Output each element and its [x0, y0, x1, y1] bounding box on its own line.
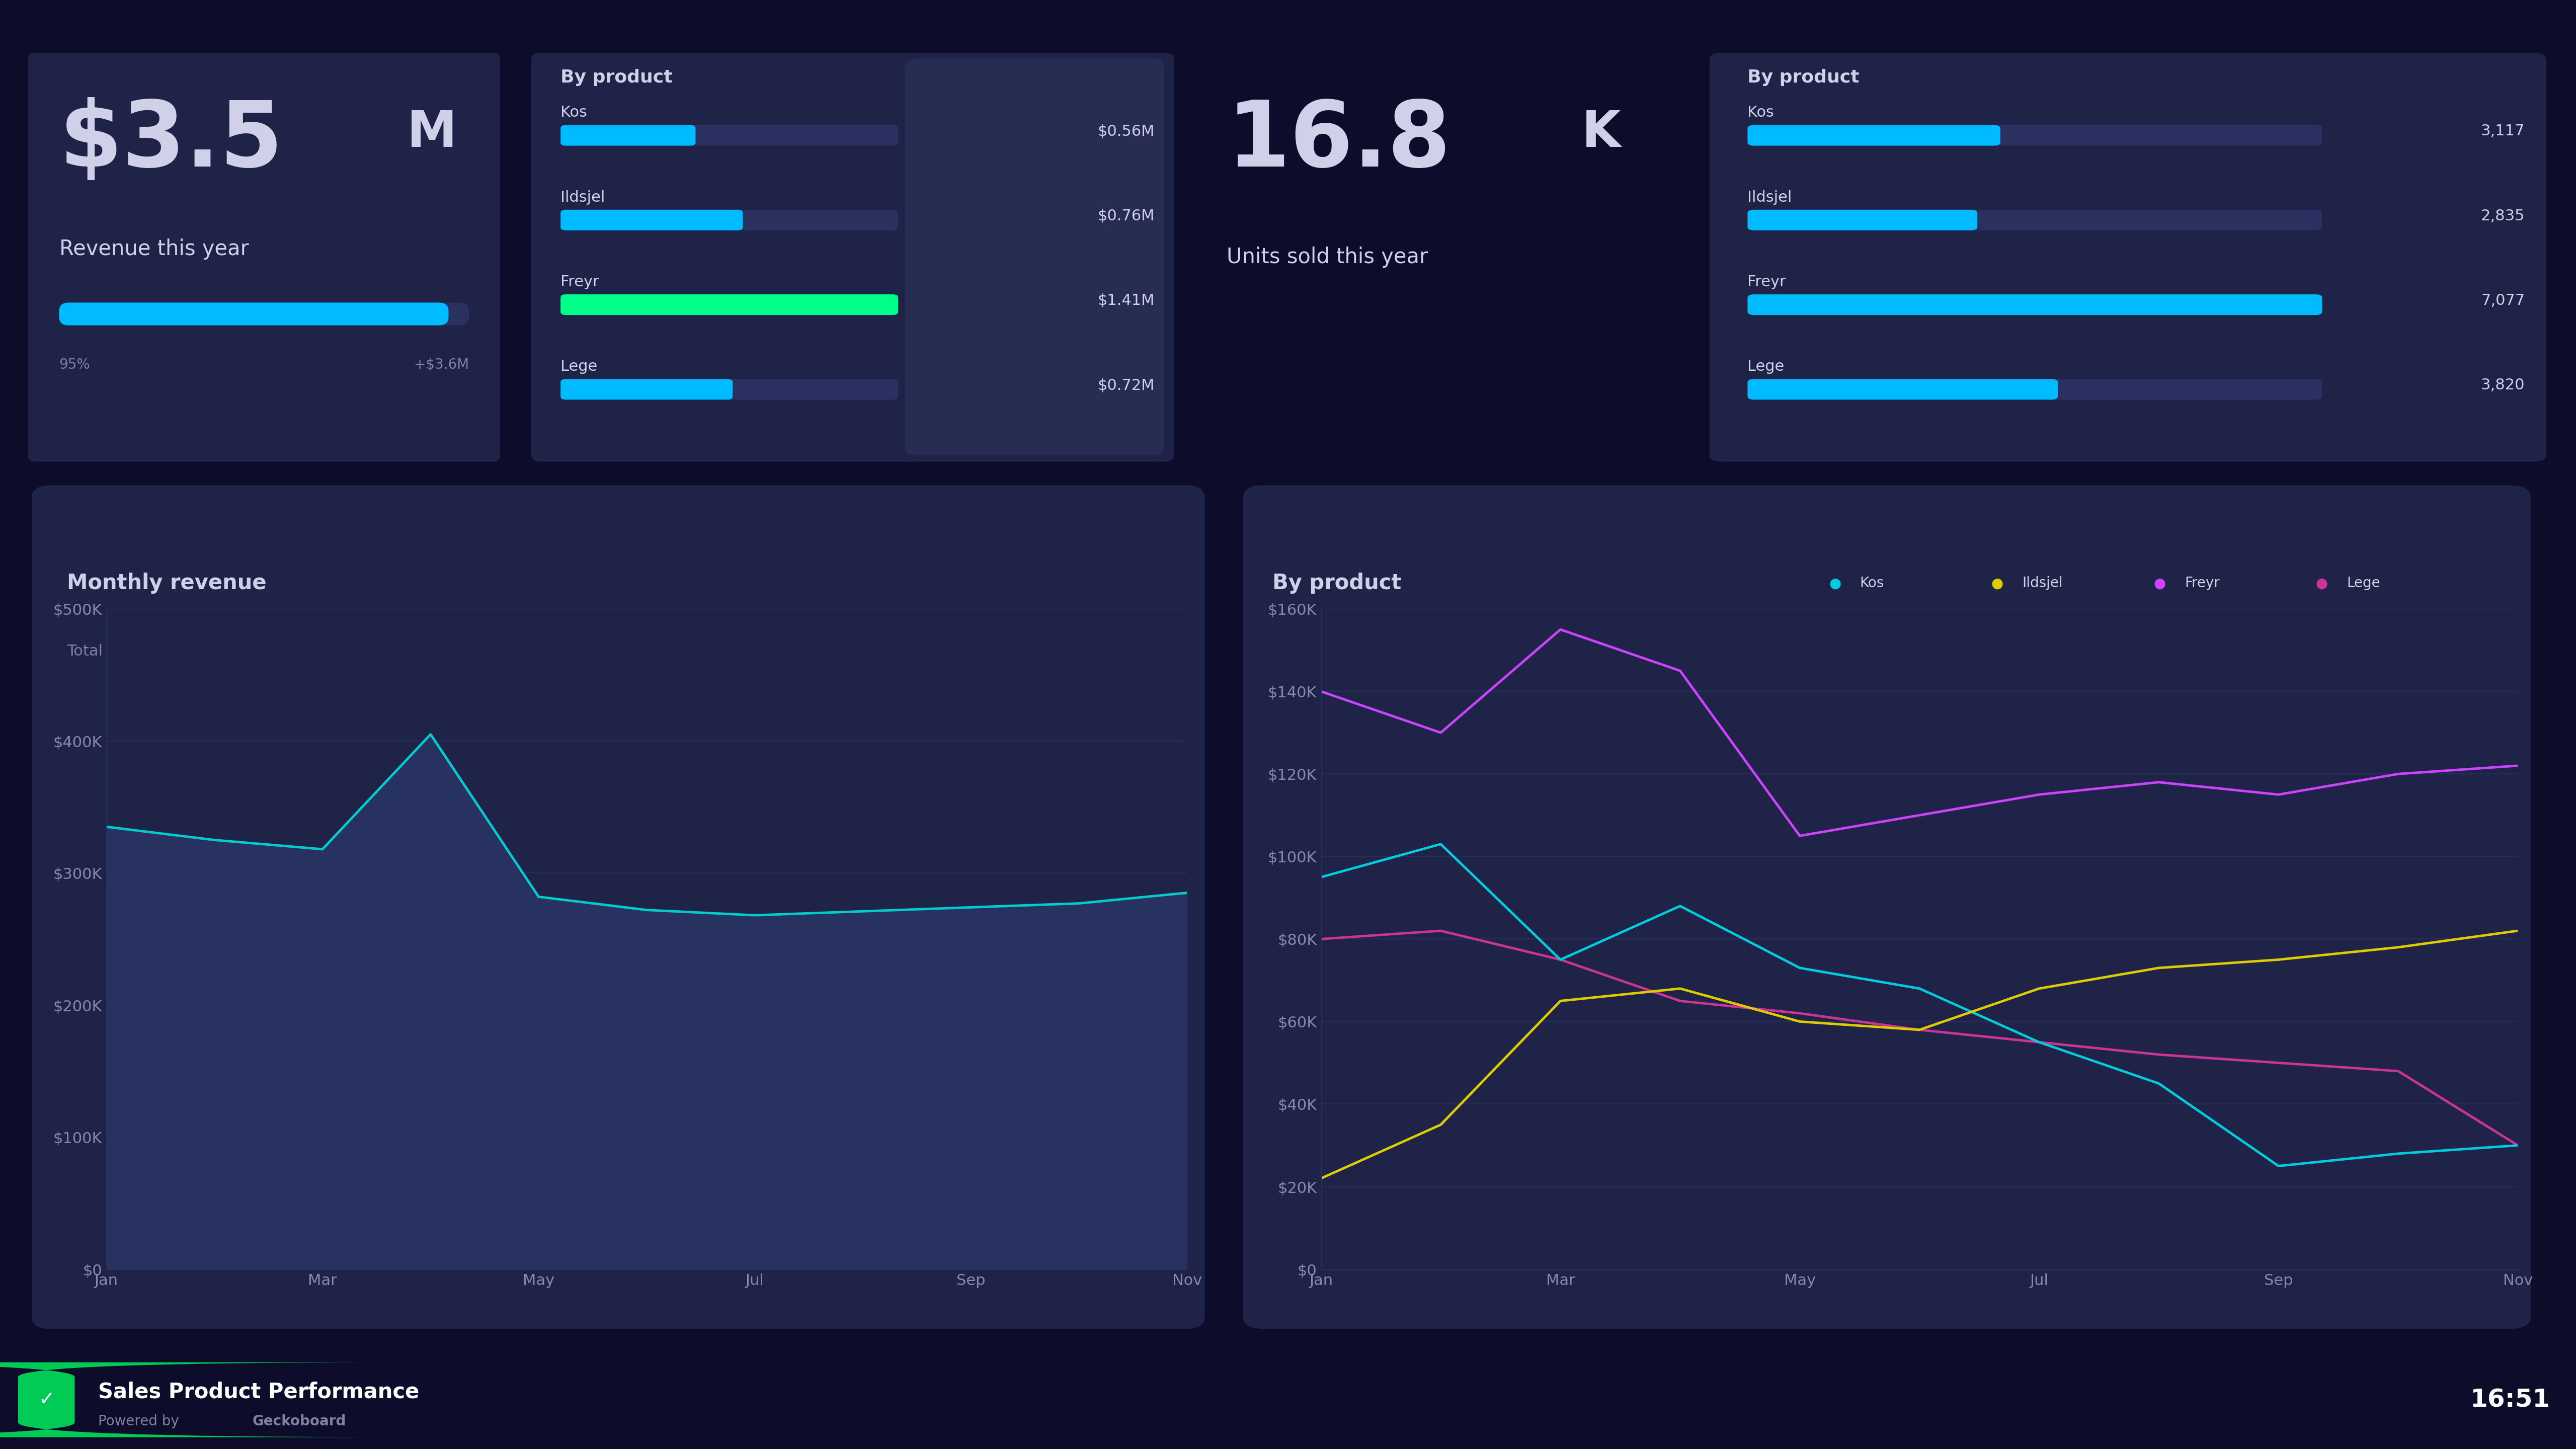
FancyBboxPatch shape: [1747, 294, 2321, 314]
Text: Ildsjel: Ildsjel: [1747, 190, 1793, 204]
Text: Units sold this year: Units sold this year: [1226, 246, 1427, 268]
FancyBboxPatch shape: [31, 485, 1206, 1329]
Text: K: K: [1582, 109, 1620, 158]
FancyBboxPatch shape: [0, 1362, 404, 1437]
Text: Freyr: Freyr: [2184, 577, 2221, 590]
Text: 3,820: 3,820: [2481, 378, 2524, 393]
Text: ●: ●: [2154, 577, 2166, 590]
FancyBboxPatch shape: [562, 210, 742, 230]
Text: Kos: Kos: [562, 106, 587, 120]
Text: 16:51: 16:51: [2470, 1388, 2550, 1411]
FancyBboxPatch shape: [562, 294, 899, 314]
Text: Monthly revenue: Monthly revenue: [67, 572, 265, 594]
Text: 7,077: 7,077: [2481, 293, 2524, 307]
Text: Lege: Lege: [562, 359, 598, 374]
Text: $0.76M: $0.76M: [1097, 209, 1154, 223]
Text: Sales Product Performance: Sales Product Performance: [98, 1381, 420, 1403]
FancyBboxPatch shape: [1747, 125, 2002, 146]
FancyBboxPatch shape: [562, 125, 899, 146]
FancyBboxPatch shape: [1747, 210, 1978, 230]
Text: Freyr: Freyr: [562, 275, 600, 290]
Text: Lege: Lege: [1747, 359, 1785, 374]
Text: Lege: Lege: [2347, 577, 2380, 590]
FancyBboxPatch shape: [1747, 125, 2321, 146]
FancyBboxPatch shape: [59, 303, 469, 326]
FancyBboxPatch shape: [562, 380, 732, 400]
Text: By product: By product: [1273, 572, 1401, 594]
FancyBboxPatch shape: [1747, 210, 2321, 230]
Text: Revenue this year: Revenue this year: [59, 239, 250, 259]
Text: Kos: Kos: [1860, 577, 1883, 590]
Text: 2,835: 2,835: [2481, 209, 2524, 223]
FancyBboxPatch shape: [28, 52, 500, 462]
Text: ✓: ✓: [39, 1390, 54, 1410]
FancyBboxPatch shape: [1710, 52, 2545, 462]
Text: 3,117: 3,117: [2481, 125, 2524, 139]
FancyBboxPatch shape: [904, 59, 1164, 455]
Text: Powered by: Powered by: [98, 1414, 183, 1429]
Text: ●: ●: [2316, 577, 2329, 590]
Text: ●: ●: [1991, 577, 2004, 590]
Text: 16.8: 16.8: [1226, 97, 1450, 185]
Text: Kos: Kos: [1747, 106, 1775, 120]
Text: $0.56M: $0.56M: [1097, 125, 1154, 139]
Text: Ildsjel: Ildsjel: [562, 190, 605, 204]
Text: Ildsjel: Ildsjel: [2022, 577, 2063, 590]
FancyBboxPatch shape: [562, 380, 899, 400]
FancyBboxPatch shape: [59, 303, 448, 326]
Text: $1.41M: $1.41M: [1097, 293, 1154, 307]
Text: By product: By product: [1747, 70, 1860, 85]
FancyBboxPatch shape: [1747, 380, 2058, 400]
FancyBboxPatch shape: [562, 210, 899, 230]
FancyBboxPatch shape: [531, 52, 1175, 462]
FancyBboxPatch shape: [562, 294, 899, 314]
Text: +$3.6M: +$3.6M: [415, 358, 469, 371]
Text: ●: ●: [1829, 577, 1842, 590]
Text: Freyr: Freyr: [1747, 275, 1785, 290]
Text: Geckoboard: Geckoboard: [252, 1414, 345, 1429]
FancyBboxPatch shape: [1747, 380, 2321, 400]
Text: $3.5: $3.5: [59, 97, 283, 185]
FancyBboxPatch shape: [1244, 485, 2530, 1329]
Text: 95%: 95%: [59, 358, 90, 371]
FancyBboxPatch shape: [562, 125, 696, 146]
Text: M: M: [407, 109, 456, 158]
Text: By product: By product: [562, 70, 672, 85]
FancyBboxPatch shape: [1747, 294, 2321, 314]
Text: Total: Total: [67, 645, 103, 659]
Text: $0.72M: $0.72M: [1097, 378, 1154, 393]
